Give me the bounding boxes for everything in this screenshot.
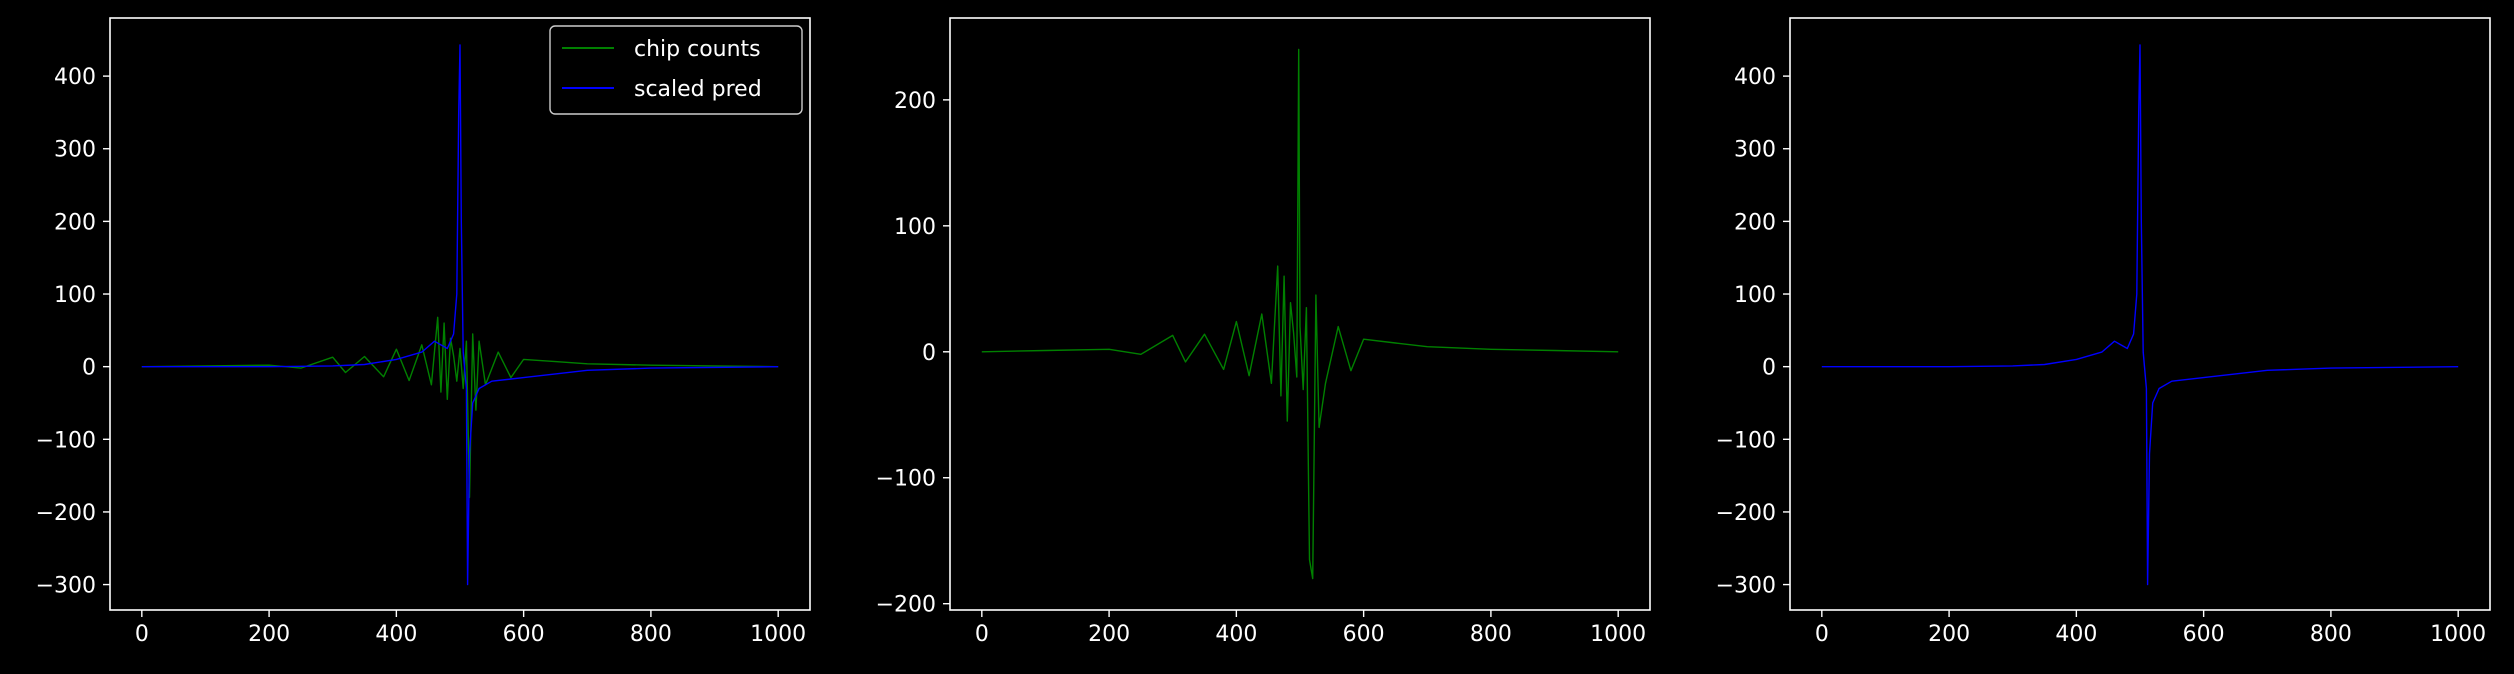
series-group [1821,44,2459,586]
y-tick-label: 200 [54,210,96,235]
y-tick-label: 0 [82,356,96,381]
y-tick-label: −200 [36,501,96,526]
x-tick-label: 200 [1928,622,1970,647]
series-1-line [1821,44,2459,586]
axes-frame [1789,17,2491,611]
y-tick-label: 400 [54,65,96,90]
x-tick-label: 600 [1343,622,1385,647]
subplot-3: 0 200 400 600 800 1000 −300 −200 −100 0 100 200 300 4… [1716,17,2491,647]
x-tick-label: 800 [2310,622,2352,647]
axes-frame [949,17,1651,611]
y-tick-label: 100 [1734,283,1776,308]
y-tick-label: 200 [894,89,936,114]
x-tick-label: 600 [2183,622,2225,647]
series-group [141,44,779,586]
x-tick-label: 800 [1470,622,1512,647]
y-tick-label: −100 [36,428,96,453]
series-1-line [981,48,1619,580]
x-tick-label: 600 [503,622,545,647]
y-tick-label: 0 [922,341,936,366]
y-tick-label: 0 [1762,356,1776,381]
subplot-1: 0 200 400 600 800 1000 −300 −200 −100 0 100 200 300 4… [36,17,811,647]
y-tick-label: −200 [876,593,936,618]
x-tick-label: 400 [1215,622,1257,647]
x-tick-label: 0 [135,622,149,647]
y-tick-label: −300 [36,574,96,599]
chip-counts-line [141,316,779,499]
x-tick-label: 0 [1815,622,1829,647]
x-tick-label: 400 [375,622,417,647]
axes-frame [109,17,811,611]
series-group [981,48,1619,580]
x-tick-label: 800 [630,622,672,647]
y-tick-label: 400 [1734,65,1776,90]
x-tick-label: 1000 [2430,622,2486,647]
y-tick-label: 100 [54,283,96,308]
y-tick-label: −100 [876,467,936,492]
y-tick-label: 300 [1734,138,1776,163]
x-tick-label: 400 [2055,622,2097,647]
x-tick-label: 200 [248,622,290,647]
y-tick-label: 200 [1734,210,1776,235]
legend-label: scaled pred [634,77,762,102]
y-tick-label: −100 [1716,428,1776,453]
x-tick-label: 0 [975,622,989,647]
subplot-2: 0 200 400 600 800 1000 −200 −100 0 100 200 [876,17,1651,647]
x-tick-label: 1000 [1590,622,1646,647]
y-tick-label: 100 [894,215,936,240]
scaled-pred-line [141,44,779,586]
x-tick-label: 1000 [750,622,806,647]
x-tick-label: 200 [1088,622,1130,647]
y-tick-label: 300 [54,138,96,163]
y-tick-label: −200 [1716,501,1776,526]
legend: chip counts scaled pred [549,25,803,115]
legend-label: chip counts [634,37,761,62]
y-tick-label: −300 [1716,574,1776,599]
